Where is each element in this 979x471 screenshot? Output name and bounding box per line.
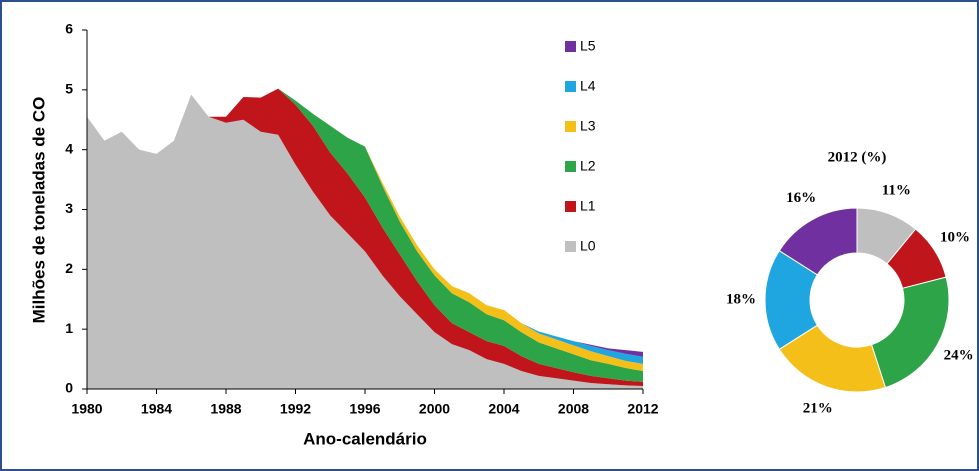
x-tick-label: 1992 — [280, 401, 311, 417]
legend-swatch — [565, 41, 576, 52]
y-tick-label: 1 — [65, 320, 73, 336]
area — [87, 88, 643, 382]
x-tick-label: 1988 — [210, 401, 241, 417]
slice-label: 21% — [803, 401, 833, 417]
slice-label: 10% — [940, 229, 970, 245]
y-tick-label: 5 — [65, 81, 73, 97]
x-tick-label: 2012 — [627, 401, 658, 417]
legend-label: L2 — [580, 158, 596, 174]
y-tick-label: 3 — [65, 200, 73, 216]
x-tick-label: 1996 — [349, 401, 380, 417]
slice-label: 18% — [726, 291, 756, 307]
x-axis-title: Ano-calendário — [303, 429, 427, 448]
y-axis-title: Milhões de toneladas de CO — [29, 97, 48, 324]
slice-label: 16% — [786, 190, 816, 206]
x-tick-label: 2000 — [419, 401, 450, 417]
x-tick-label: 1984 — [141, 401, 172, 417]
x-tick-label: 1980 — [71, 401, 102, 417]
legend-label: L0 — [580, 238, 596, 254]
legend-label: L5 — [580, 38, 596, 54]
legend-label: L1 — [580, 198, 596, 214]
legend-swatch — [565, 161, 576, 172]
donut-slice — [778, 207, 858, 276]
area — [87, 88, 643, 387]
legend-swatch — [565, 121, 576, 132]
y-tick-label: 6 — [65, 21, 73, 37]
y-tick-label: 0 — [65, 380, 73, 396]
slice-label: 24% — [944, 347, 974, 363]
legend-swatch — [565, 241, 576, 252]
slice-label: 11% — [882, 182, 911, 198]
legend-swatch — [565, 81, 576, 92]
y-tick-label: 4 — [65, 140, 73, 156]
donut-slice — [870, 276, 950, 389]
donut-slice — [778, 324, 887, 393]
x-tick-label: 2004 — [488, 401, 519, 417]
y-tick-label: 2 — [65, 260, 73, 276]
donut-title: 2012 (%) — [828, 149, 887, 165]
legend-label: L4 — [580, 78, 596, 94]
area — [87, 94, 643, 390]
legend-label: L3 — [580, 118, 596, 134]
legend-swatch — [565, 201, 576, 212]
x-tick-label: 2008 — [558, 401, 589, 417]
